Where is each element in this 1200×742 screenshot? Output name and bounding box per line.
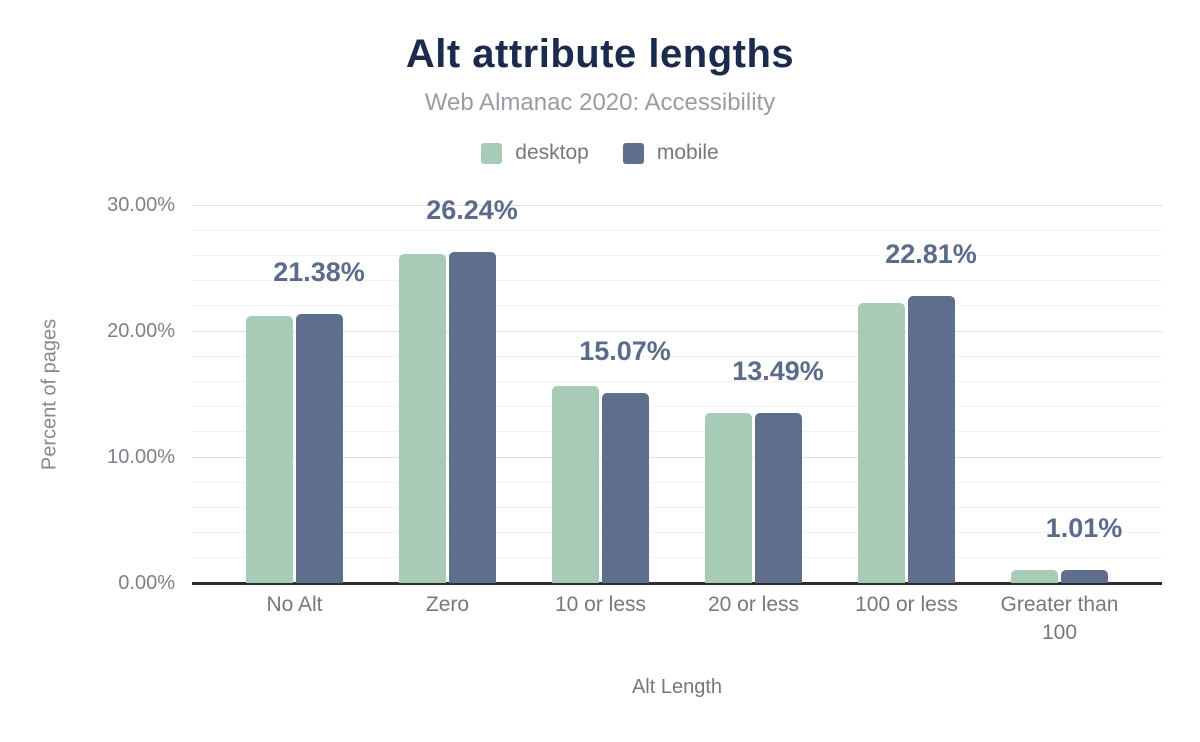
gridline: [192, 204, 1162, 206]
gridline: [192, 431, 1162, 433]
gridline: [192, 305, 1162, 307]
desktop-bar: [1011, 570, 1058, 583]
desktop-bar: [552, 386, 599, 583]
gridline: [192, 330, 1162, 332]
bar-group: 22.81%: [858, 205, 977, 583]
data-label: 15.07%: [579, 336, 671, 367]
chart-title: Alt attribute lengths: [405, 32, 795, 76]
mobile-bar: [449, 252, 496, 583]
x-tick-label: 20 or less: [707, 593, 800, 616]
bar-group: 13.49%: [705, 205, 824, 583]
x-axis-title: Alt Length: [631, 676, 723, 698]
data-label: 22.81%: [885, 238, 977, 269]
desktop-bar: [399, 254, 446, 583]
data-label: 26.24%: [426, 195, 518, 226]
plot-area: 21.38% 26.24% 15.07% 13.49% 22.81% 1.01%: [192, 197, 1162, 585]
y-tick-label: 20.00%: [107, 320, 175, 342]
gridline: [192, 506, 1162, 508]
mobile-bar: [1061, 570, 1108, 583]
x-axis-line: [192, 582, 1162, 585]
mobile-bar: [908, 295, 955, 583]
bar-group: 21.38%: [246, 205, 365, 583]
gridline: [192, 380, 1162, 382]
x-tick-label: No Alt: [266, 593, 323, 616]
bar-group: 26.24%: [399, 197, 518, 583]
data-label: 21.38%: [273, 256, 365, 287]
gridline: [192, 280, 1162, 282]
mobile-bar: [755, 413, 802, 583]
x-tick-label: Zero: [425, 593, 470, 616]
legend-item-desktop: desktop: [481, 141, 589, 165]
gridline: [192, 532, 1162, 534]
desktop-swatch-icon: [481, 142, 503, 164]
x-tick-label: 100 or less: [855, 593, 958, 616]
mobile-swatch-icon: [622, 142, 644, 164]
legend-item-mobile: mobile: [622, 141, 719, 165]
y-tick-label: 30.00%: [107, 194, 175, 216]
x-tick-label: 10 or less: [554, 593, 647, 616]
bar-group: 15.07%: [552, 205, 671, 583]
legend: desktop mobile: [0, 141, 1200, 165]
data-label: 1.01%: [1045, 513, 1123, 544]
y-tick-label: 0.00%: [118, 572, 175, 594]
gridline: [192, 406, 1162, 408]
legend-label-desktop: desktop: [515, 141, 589, 164]
mobile-bar: [296, 313, 343, 583]
gridline: [192, 557, 1162, 559]
desktop-bar: [705, 412, 752, 583]
gridline: [192, 456, 1162, 458]
desktop-bar: [246, 315, 293, 583]
y-tick-label: 10.00%: [107, 446, 175, 468]
chart-subtitle: Web Almanac 2020: Accessibility: [424, 89, 776, 116]
gridline: [192, 229, 1162, 231]
gridline: [192, 355, 1162, 357]
legend-label-mobile: mobile: [656, 141, 719, 164]
gridline: [192, 481, 1162, 483]
mobile-bar: [602, 393, 649, 583]
x-tick-label: Greater than 100: [1000, 593, 1119, 645]
bar-group: 1.01%: [1011, 205, 1122, 583]
data-label: 13.49%: [732, 356, 824, 387]
y-axis-title: Percent of pages: [38, 318, 61, 471]
gridline: [192, 254, 1162, 256]
desktop-bar: [858, 303, 905, 583]
